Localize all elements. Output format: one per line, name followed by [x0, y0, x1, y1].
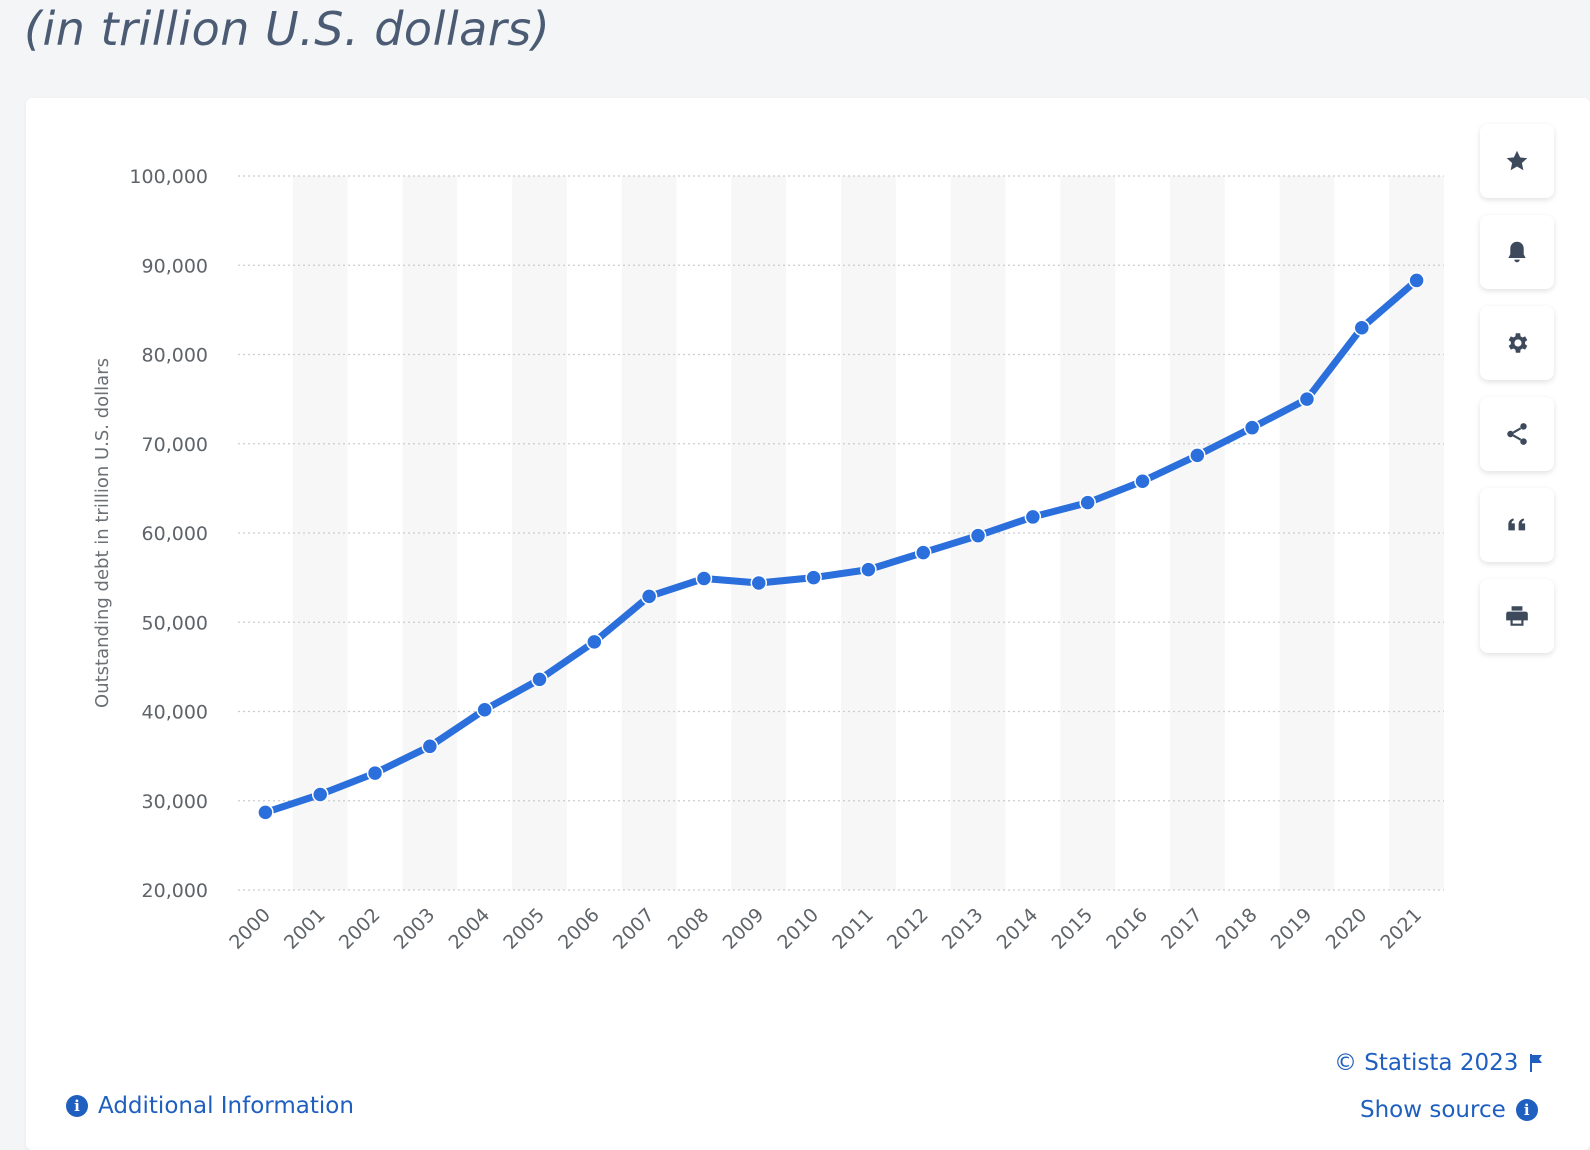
gear-icon	[1508, 333, 1528, 353]
x-tick-label: 2017	[1157, 904, 1207, 954]
print-icon	[1506, 606, 1528, 626]
additional-information-link[interactable]: i Additional Information	[66, 1093, 354, 1119]
data-point	[750, 574, 768, 592]
x-tick-label: 2000	[225, 904, 275, 954]
quote-icon	[1508, 518, 1526, 531]
data-point	[1079, 494, 1096, 511]
x-tick-label: 2001	[280, 904, 330, 954]
data-point	[1189, 447, 1206, 464]
y-tick-label: 70,000	[142, 434, 208, 456]
series-line	[261, 276, 1421, 816]
chart-subtitle: (in trillion U.S. dollars)	[24, 2, 551, 56]
data-point	[640, 588, 658, 605]
y-tick-label: 20,000	[142, 880, 208, 902]
copyright-text: © Statista 2023	[1334, 1050, 1519, 1076]
x-tick-label: 2004	[444, 904, 494, 954]
x-tick-label: 2010	[773, 904, 823, 954]
y-tick-label: 100,000	[129, 166, 208, 188]
x-tick-label: 2005	[499, 904, 549, 954]
x-tick-label: 2007	[609, 904, 659, 954]
y-tick-label: 50,000	[142, 612, 208, 634]
data-point	[531, 671, 548, 688]
data-point	[1353, 319, 1371, 336]
x-tick-label: 2008	[664, 904, 714, 954]
data-point	[311, 786, 329, 803]
data-point	[586, 633, 603, 651]
x-tick-label: 2013	[938, 904, 988, 954]
x-tick-label: 2011	[828, 904, 878, 954]
data-point	[1243, 419, 1261, 436]
info-icon: i	[66, 1095, 88, 1117]
data-point	[1134, 472, 1151, 490]
show-source-link[interactable]: Show source i	[1360, 1097, 1538, 1123]
additional-information-text: Additional Information	[98, 1093, 354, 1119]
data-point	[860, 561, 877, 578]
info-icon: i	[1515, 1099, 1538, 1121]
cite-button[interactable]	[1480, 488, 1554, 562]
chart-toolbar	[1480, 124, 1554, 653]
data-points	[257, 272, 1425, 821]
data-point	[695, 570, 713, 587]
data-point	[1408, 272, 1425, 289]
y-tick-label: 40,000	[142, 702, 208, 724]
x-tick-label: 2009	[719, 904, 769, 954]
y-tick-label: 80,000	[142, 345, 208, 367]
grid-band	[1279, 176, 1335, 890]
x-tick-label: 2015	[1047, 904, 1097, 954]
y-tick-label: 90,000	[142, 255, 208, 277]
notification-button[interactable]	[1480, 215, 1554, 289]
show-source-text: Show source	[1360, 1097, 1506, 1123]
x-tick-label: 2003	[390, 904, 440, 954]
grid-lines	[238, 175, 1444, 891]
data-point	[805, 569, 822, 586]
share-button[interactable]	[1480, 397, 1554, 471]
x-tick-label: 2012	[883, 904, 933, 954]
x-axis-ticks: 2000 2001 2002 2003 2004 2005 2006 2007 2008 2009…	[225, 904, 1426, 954]
x-tick-label: 2019	[1267, 904, 1317, 954]
flag-icon	[1530, 1054, 1543, 1072]
data-point	[476, 701, 493, 718]
bell-icon	[1508, 241, 1526, 263]
share-icon	[1507, 423, 1527, 445]
x-tick-label: 2020	[1322, 904, 1372, 954]
x-tick-label: 2016	[1102, 904, 1152, 954]
x-tick-label: 2014	[993, 904, 1043, 954]
y-tick-label: 30,000	[142, 791, 208, 813]
data-point	[969, 527, 987, 544]
data-point	[1024, 508, 1042, 526]
data-point	[257, 804, 274, 821]
favorite-button[interactable]	[1480, 124, 1554, 198]
y-axis-title: Outstanding debt in trillion U.S. dollar…	[92, 358, 113, 708]
y-tick-label: 60,000	[142, 523, 208, 545]
data-point	[914, 544, 932, 561]
data-point	[1298, 390, 1316, 408]
data-point	[421, 738, 439, 755]
print-button[interactable]	[1480, 579, 1554, 653]
copyright-link[interactable]: © Statista 2023	[1334, 1050, 1544, 1076]
data-point	[366, 764, 384, 782]
x-tick-label: 2002	[335, 904, 385, 954]
settings-button[interactable]	[1480, 306, 1554, 380]
x-tick-label: 2006	[554, 904, 604, 954]
star-icon	[1506, 150, 1528, 171]
x-tick-label: 2018	[1212, 904, 1262, 954]
y-axis-ticks: 20,000 30,000 40,000 50,000 60,000 70,000 80,0…	[129, 166, 208, 902]
x-tick-label: 2021	[1376, 904, 1426, 954]
